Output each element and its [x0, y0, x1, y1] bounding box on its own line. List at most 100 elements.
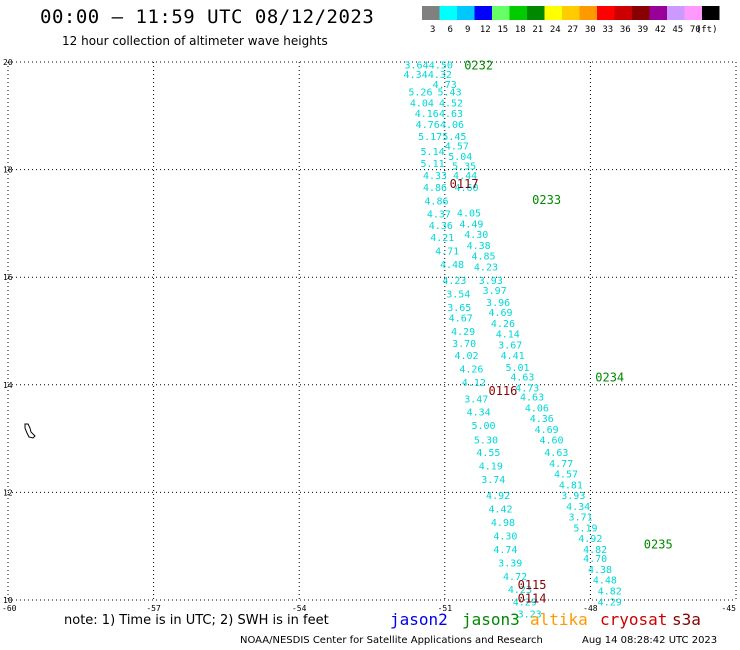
wave-height-value: 4.77 — [549, 459, 573, 470]
scale-label: 9 — [465, 25, 470, 35]
wave-height-value: 3.23 — [518, 609, 542, 620]
wave-height-value: 4.16 — [415, 109, 439, 120]
wave-height-value: 3.74 — [481, 475, 505, 486]
wave-height-value: 4.04 — [410, 98, 434, 109]
wave-height-value: 4.23 — [442, 276, 466, 287]
scale-swatch — [579, 6, 597, 20]
wave-height-value: 4.55 — [476, 448, 500, 459]
scale-swatch — [702, 6, 720, 20]
wave-height-value: 4.52 — [439, 98, 463, 109]
generated-date: Aug 14 08:28:42 UTC 2023 — [582, 635, 718, 646]
credit-line: NOAA/NESDIS Center for Satellite Applica… — [240, 635, 543, 646]
scale-swatch — [544, 6, 562, 20]
pass-time-label: 0115 — [518, 578, 547, 592]
y-tick-label: 18 — [3, 166, 13, 175]
scale-swatch — [614, 6, 632, 20]
wave-height-value: 5.45 — [442, 132, 466, 143]
wave-height-value: 3.67 — [498, 340, 522, 351]
wave-height-value: 4.92 — [486, 491, 510, 502]
wave-height-value: 4.73 — [433, 80, 457, 91]
wave-height-value: 4.26 — [459, 365, 483, 376]
y-tick-label: 16 — [3, 273, 13, 282]
chart-title: 00:00 – 11:59 UTC 08/12/2023 — [40, 6, 375, 28]
scale-label: 39 — [637, 25, 648, 35]
wave-height-value: 4.38 — [467, 241, 491, 252]
scale-label: 30 — [585, 25, 596, 35]
wave-height-value: 4.23 — [508, 585, 532, 596]
wave-height-value: 4.06 — [440, 120, 464, 131]
scale-swatch — [422, 6, 440, 20]
chart-subtitle: 12 hour collection of altimeter wave hei… — [62, 34, 328, 48]
wave-height-value: 3.54 — [446, 289, 470, 300]
wave-height-value: 4.30 — [493, 531, 517, 542]
legend-item-jason2: jason2 — [390, 610, 448, 629]
wave-height-value: 3.71 — [569, 513, 593, 524]
wave-height-value: 5.43 — [438, 88, 462, 99]
wave-height-value: 4.60 — [539, 436, 563, 447]
wave-height-value: 4.14 — [496, 330, 520, 341]
scale-swatch — [492, 6, 510, 20]
wave-height-value: 4.44 — [453, 171, 477, 182]
wave-height-value: 4.42 — [488, 505, 512, 516]
wave-height-value: 4.71 — [435, 246, 459, 257]
scale-swatch — [439, 6, 457, 20]
wave-height-value: 4.81 — [559, 480, 583, 491]
y-tick-label: 10 — [3, 596, 13, 605]
wave-height-value: 4.92 — [578, 534, 602, 545]
scale-label: 3 — [430, 25, 435, 35]
wave-height-value: 5.04 — [448, 152, 472, 163]
pass-time-label: 0233 — [532, 193, 561, 207]
wave-height-value: 4.63 — [439, 109, 463, 120]
pass-time-label: 0235 — [644, 538, 673, 552]
wave-height-value: 4.38 — [588, 565, 612, 576]
wave-height-value: 4.57 — [445, 141, 469, 152]
scale-swatch — [649, 6, 667, 20]
footnote: note: 1) Time is in UTC; 2) SWH is in fe… — [64, 613, 329, 628]
x-tick-label: -51 — [438, 604, 453, 613]
scale-swatch — [474, 6, 492, 20]
scale-label: 36 — [620, 25, 631, 35]
scale-label: 27 — [567, 25, 578, 35]
wave-height-value: 4.30 — [464, 230, 488, 241]
wave-height-value: 4.49 — [459, 219, 483, 230]
scale-label: 6 — [448, 25, 453, 35]
wave-height-value: 4.60 — [455, 183, 479, 194]
wave-height-value: 4.02 — [455, 351, 479, 362]
scale-label: 21 — [532, 25, 543, 35]
wave-height-value: 4.32 — [428, 70, 452, 81]
pass-time-label: 0116 — [488, 384, 517, 398]
wave-height-value: 4.73 — [515, 383, 539, 394]
wave-height-value: 4.69 — [488, 308, 512, 319]
scale-swatch — [509, 6, 527, 20]
wave-height-value: 4.29 — [451, 327, 475, 338]
wave-height-value: 5.26 — [408, 88, 432, 99]
wave-height-value: 5.14 — [421, 147, 445, 158]
grid — [7, 61, 737, 601]
wave-height-value: 4.33 — [423, 171, 447, 182]
x-tick-label: -48 — [583, 604, 598, 613]
wave-height-value: 4.57 — [554, 470, 578, 481]
wave-height-value: 4.63 — [520, 393, 544, 404]
wave-height-value: 4.37 — [427, 210, 451, 221]
island-outline — [24, 423, 36, 439]
pass-time-label: 0234 — [595, 371, 624, 385]
wave-height-value: 4.63 — [510, 373, 534, 384]
legend-item-altika: altika — [530, 610, 588, 629]
wave-height-value: 3.47 — [464, 394, 488, 405]
wave-height-value: 5.17 — [418, 132, 442, 143]
wave-height-value: 3.64 — [405, 61, 429, 72]
scale-swatch — [667, 6, 685, 20]
wave-height-value: 4.36 — [429, 221, 453, 232]
wave-height-value: 4.34 — [467, 408, 491, 419]
y-tick-label: 14 — [3, 381, 13, 390]
scale-swatch — [457, 6, 475, 20]
wave-height-value: 3.93 — [479, 276, 503, 287]
pass-time-label: 0232 — [464, 59, 493, 73]
wave-height-value: 4.85 — [471, 252, 495, 263]
legend-item-cryosat: cryosat — [600, 610, 668, 629]
legend-item-s3a: s3a — [672, 610, 701, 629]
wave-height-value: 4.23 — [474, 262, 498, 273]
wave-height-value: 3.65 — [447, 303, 471, 314]
wave-height-value: 4.29 — [598, 598, 622, 609]
